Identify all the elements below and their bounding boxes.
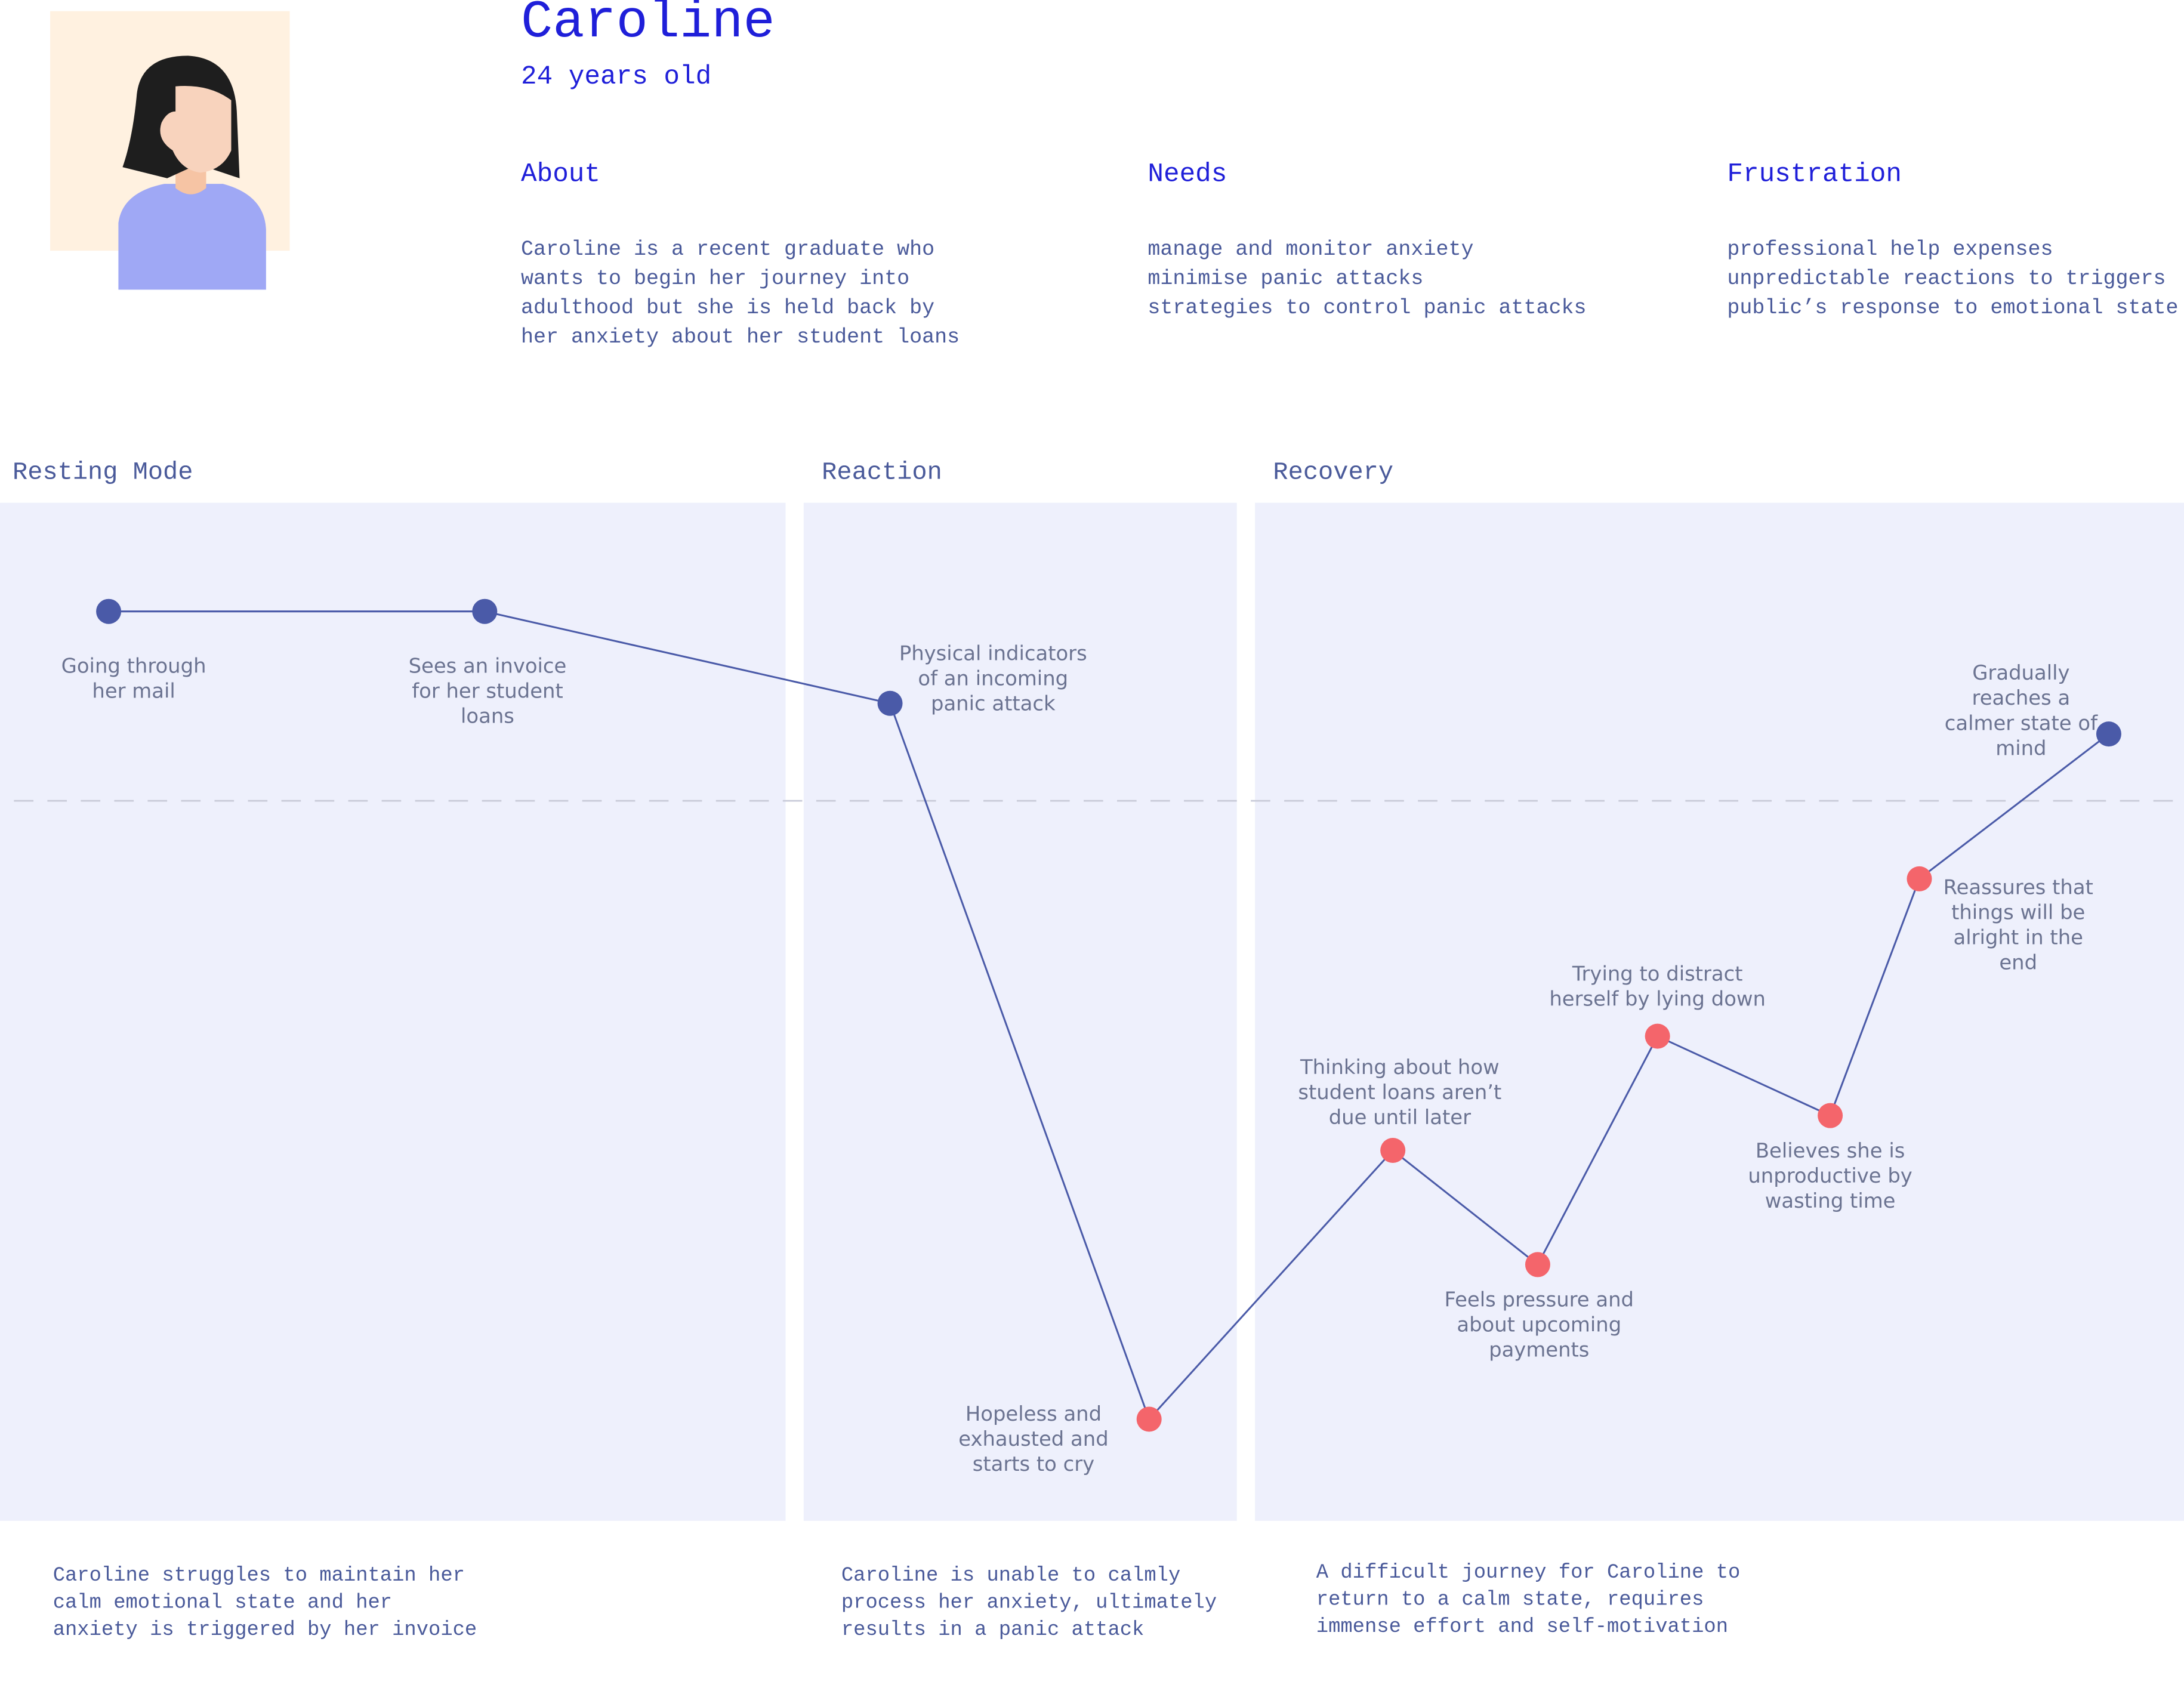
point-label: alright in the bbox=[1953, 926, 2083, 949]
journey-point bbox=[1525, 1252, 1550, 1277]
phase-summary: A difficult journey for Caroline to bbox=[1316, 1562, 1741, 1584]
journey-point bbox=[2096, 721, 2121, 747]
persona-age: 24 years old bbox=[521, 62, 711, 92]
journey-point bbox=[1818, 1103, 1843, 1128]
point-label: Sees an invoice bbox=[409, 655, 567, 678]
point-label: Hopeless and bbox=[965, 1402, 1102, 1425]
journey-line bbox=[109, 610, 2109, 1421]
point-label: Feels pressure and bbox=[1444, 1288, 1634, 1311]
point-label: Reassures that bbox=[1944, 876, 2093, 899]
point-label: loans bbox=[461, 705, 514, 728]
section-line: public’s response to emotional state bbox=[1727, 296, 2178, 320]
journey-point bbox=[1136, 1406, 1162, 1432]
point-label: of an incoming bbox=[918, 667, 1068, 690]
journey-point bbox=[1907, 866, 1932, 891]
section-heading: Frustration bbox=[1727, 159, 1902, 189]
phase-summary: process her anxiety, ultimately bbox=[841, 1591, 1217, 1614]
section-line: her anxiety about her student loans bbox=[521, 325, 960, 349]
point-label: her mail bbox=[92, 680, 175, 703]
point-label: unproductive by bbox=[1748, 1164, 1912, 1187]
journey-point bbox=[96, 598, 122, 624]
point-label: starts to cry bbox=[973, 1452, 1094, 1476]
phase-summary: Caroline struggles to maintain her bbox=[53, 1564, 465, 1587]
point-label: exhausted and bbox=[958, 1427, 1108, 1451]
phase-summary: Caroline is unable to calmly bbox=[841, 1564, 1180, 1587]
point-label: panic attack bbox=[931, 692, 1056, 715]
journey-point bbox=[1380, 1138, 1406, 1164]
avatar bbox=[50, 11, 290, 290]
point-label: payments bbox=[1489, 1338, 1589, 1362]
phase-summary: anxiety is triggered by her invoice bbox=[53, 1619, 477, 1641]
section-line: minimise panic attacks bbox=[1147, 267, 1423, 291]
point-label: reaches a bbox=[1972, 686, 2071, 709]
section-line: unpredictable reactions to triggers bbox=[1727, 267, 2166, 291]
phase-summary: results in a panic attack bbox=[841, 1619, 1145, 1641]
persona-name: Caroline bbox=[521, 0, 775, 53]
section-line: Caroline is a recent graduate who bbox=[521, 237, 934, 261]
phase-panel bbox=[0, 502, 786, 1521]
point-label: for her student bbox=[412, 680, 563, 703]
point-label: end bbox=[1999, 951, 2037, 974]
section-line: manage and monitor anxiety bbox=[1147, 237, 1473, 261]
phase-summary: immense effort and self-motivation bbox=[1316, 1616, 1728, 1638]
section-heading: Needs bbox=[1147, 159, 1227, 189]
point-label: mind bbox=[1995, 736, 2046, 760]
section-line: strategies to control panic attacks bbox=[1147, 296, 1586, 320]
point-label: due until later bbox=[1329, 1106, 1471, 1129]
point-label: Going through bbox=[61, 655, 206, 678]
journey-point bbox=[1645, 1023, 1670, 1049]
point-label: wasting time bbox=[1765, 1189, 1896, 1212]
point-label: Physical indicators bbox=[899, 642, 1087, 665]
point-label: Trying to distract bbox=[1572, 962, 1743, 985]
journey-point bbox=[877, 690, 903, 716]
section-line: wants to begin her journey into bbox=[521, 267, 909, 291]
phase-panel bbox=[1255, 502, 2184, 1521]
point-label: things will be bbox=[1951, 901, 2085, 924]
section-line: adulthood but she is held back by bbox=[521, 296, 934, 320]
phase-summary: calm emotional state and her bbox=[53, 1591, 392, 1614]
phase-title: Reaction bbox=[822, 458, 942, 486]
section-heading: About bbox=[521, 159, 600, 189]
point-label: calmer state of bbox=[1945, 711, 2098, 735]
point-label: Gradually bbox=[1972, 661, 2069, 684]
phase-title: Resting Mode bbox=[13, 458, 193, 486]
phase-summary: return to a calm state, requires bbox=[1316, 1589, 1704, 1612]
point-label: herself by lying down bbox=[1549, 987, 1766, 1010]
point-label: Believes she is bbox=[1756, 1139, 1905, 1162]
journey-point bbox=[472, 598, 498, 624]
point-label: about upcoming bbox=[1457, 1313, 1621, 1337]
section-line: professional help expenses bbox=[1727, 237, 2053, 261]
point-label: student loans aren’t bbox=[1298, 1081, 1501, 1104]
point-label: Thinking about how bbox=[1300, 1056, 1500, 1079]
phase-panel bbox=[803, 502, 1237, 1521]
phase-title: Recovery bbox=[1273, 458, 1393, 486]
